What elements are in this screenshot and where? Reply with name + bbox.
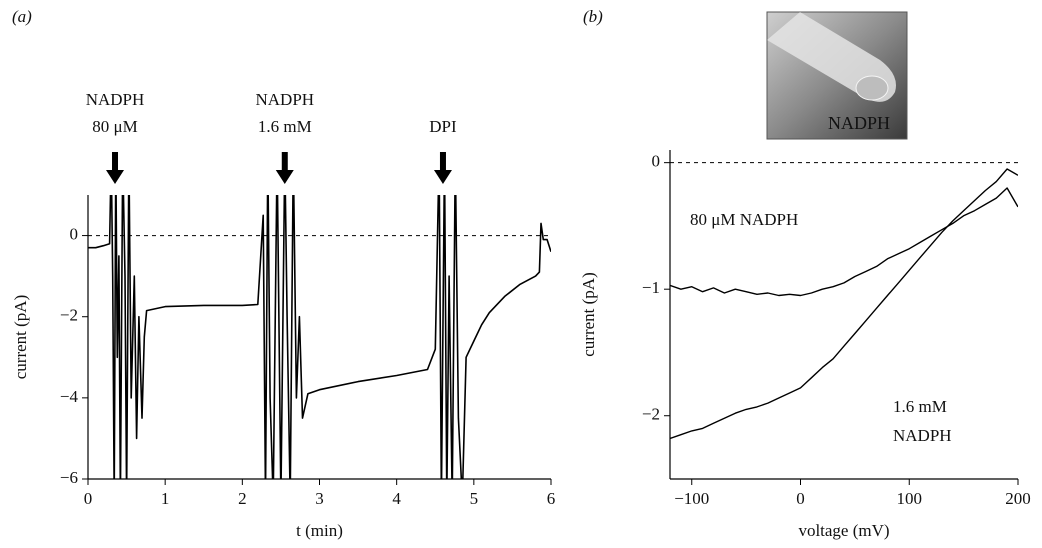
x-tick-label: 4 — [392, 489, 401, 508]
event-label: NADPH — [86, 90, 145, 109]
y-tick-label: −2 — [60, 306, 78, 325]
event-label: 1.6 mM — [258, 117, 312, 136]
y-tick-label: 0 — [70, 224, 79, 243]
x-tick-label: 2 — [238, 489, 247, 508]
event-arrow — [275, 152, 294, 184]
y-tick-label: −6 — [60, 468, 78, 487]
event-label: 80 μM — [92, 117, 137, 136]
x-tick-label: 6 — [547, 489, 556, 508]
plot-area — [670, 168, 1018, 440]
x-axis-label: t (min) — [296, 521, 343, 540]
annotation: 1.6 mM — [893, 397, 947, 416]
x-tick-label: 3 — [315, 489, 324, 508]
y-tick-label: −1 — [642, 278, 660, 297]
event-label: DPI — [429, 117, 457, 136]
y-axis-label: current (pA) — [11, 295, 30, 380]
x-axis-label: voltage (mV) — [798, 521, 889, 540]
x-tick-label: 200 — [1005, 489, 1031, 508]
x-tick-label: 1 — [161, 489, 170, 508]
trace — [670, 168, 1018, 440]
x-tick-label: −100 — [674, 489, 709, 508]
panel-label: (b) — [583, 7, 603, 26]
event-arrow — [106, 152, 125, 184]
x-tick-label: 0 — [84, 489, 93, 508]
trace — [88, 195, 551, 479]
y-axis-label: current (pA) — [579, 272, 598, 357]
annotation: 80 μM NADPH — [690, 210, 798, 229]
plot-area — [88, 195, 551, 479]
inset-label: NADPH — [828, 113, 890, 133]
event-arrow — [433, 152, 452, 184]
y-tick-label: −4 — [60, 387, 79, 406]
trace — [670, 187, 1018, 297]
y-tick-label: −2 — [642, 405, 660, 424]
x-tick-label: 5 — [470, 489, 479, 508]
inset-image — [766, 11, 908, 140]
x-tick-label: 100 — [897, 489, 923, 508]
annotation: NADPH — [893, 426, 952, 445]
event-label: NADPH — [255, 90, 314, 109]
x-tick-label: 0 — [796, 489, 805, 508]
y-tick-label: 0 — [652, 152, 661, 171]
panel-label: (a) — [12, 7, 32, 26]
